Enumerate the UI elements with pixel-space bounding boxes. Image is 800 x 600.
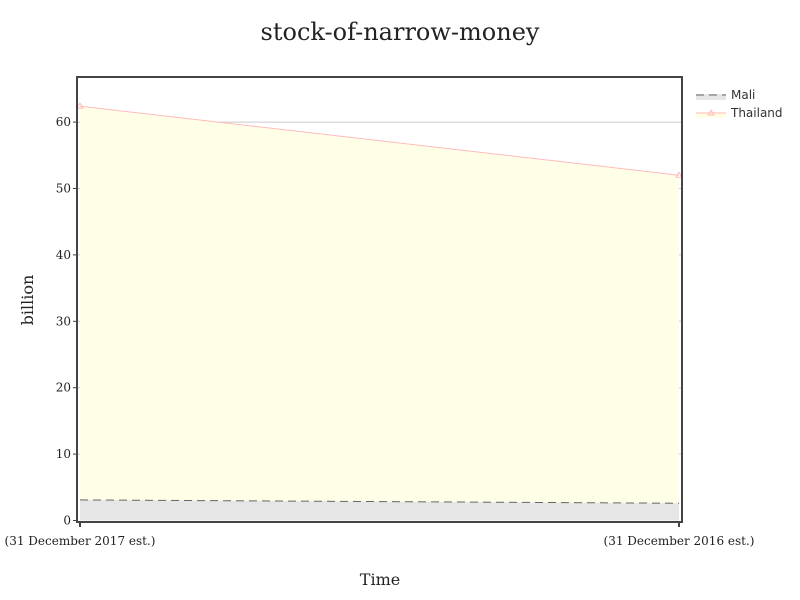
y-tick-label: 10 bbox=[56, 447, 71, 461]
x-tick-label: (31 December 2017 est.) bbox=[5, 534, 156, 548]
axes: 0 10 20 30 40 50 60 (31 December 2017 est.) (31 … bbox=[5, 76, 755, 548]
x-axis-title: Time bbox=[360, 570, 400, 589]
y-tick-label: 30 bbox=[56, 314, 71, 328]
legend-marker-thailand bbox=[707, 109, 715, 116]
line-thailand bbox=[79, 105, 680, 176]
x-tick-label: (31 December 2016 est.) bbox=[604, 534, 755, 548]
y-tick-label: 20 bbox=[56, 381, 71, 395]
line-mali bbox=[79, 499, 680, 504]
y-tick-label: 60 bbox=[56, 115, 71, 129]
y-axis-title: billion bbox=[18, 275, 37, 326]
y-tick-label: 0 bbox=[63, 514, 71, 528]
legend-label-thailand: Thailand bbox=[730, 106, 783, 120]
plot-area bbox=[76, 102, 683, 521]
area-thailand bbox=[80, 106, 679, 521]
point-thailand[interactable] bbox=[675, 171, 683, 178]
legend-item-thailand[interactable]: Thailand bbox=[696, 106, 783, 120]
legend[interactable]: Mali Thailand bbox=[696, 88, 783, 120]
area-mali bbox=[80, 499, 679, 521]
point-thailand[interactable] bbox=[76, 102, 84, 109]
legend-label-mali: Mali bbox=[731, 88, 755, 102]
y-tick-label: 40 bbox=[56, 248, 71, 262]
y-tick-label: 50 bbox=[56, 182, 71, 196]
legend-item-mali[interactable]: Mali bbox=[696, 88, 755, 102]
legend-swatch-mali bbox=[696, 94, 726, 100]
chart-title: stock-of-narrow-money bbox=[261, 18, 540, 46]
plot-frame bbox=[76, 76, 683, 523]
